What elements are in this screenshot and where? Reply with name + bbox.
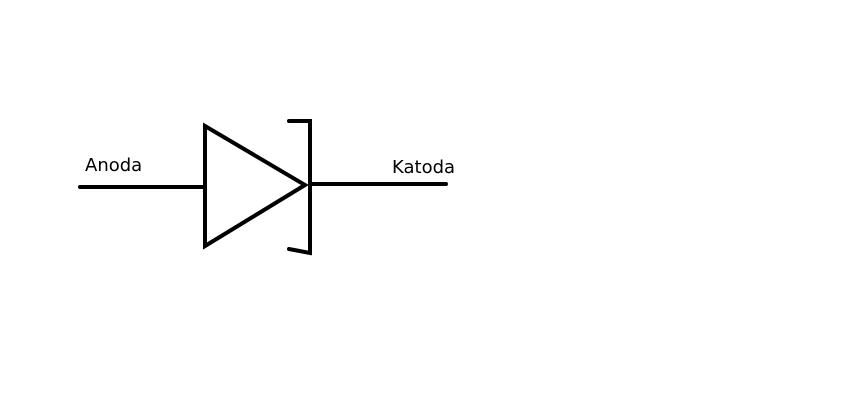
cathode-bar xyxy=(287,119,312,256)
anode-label: Anoda xyxy=(85,155,142,176)
diode-triangle xyxy=(203,122,309,250)
cathode-label: Katoda xyxy=(392,157,455,178)
